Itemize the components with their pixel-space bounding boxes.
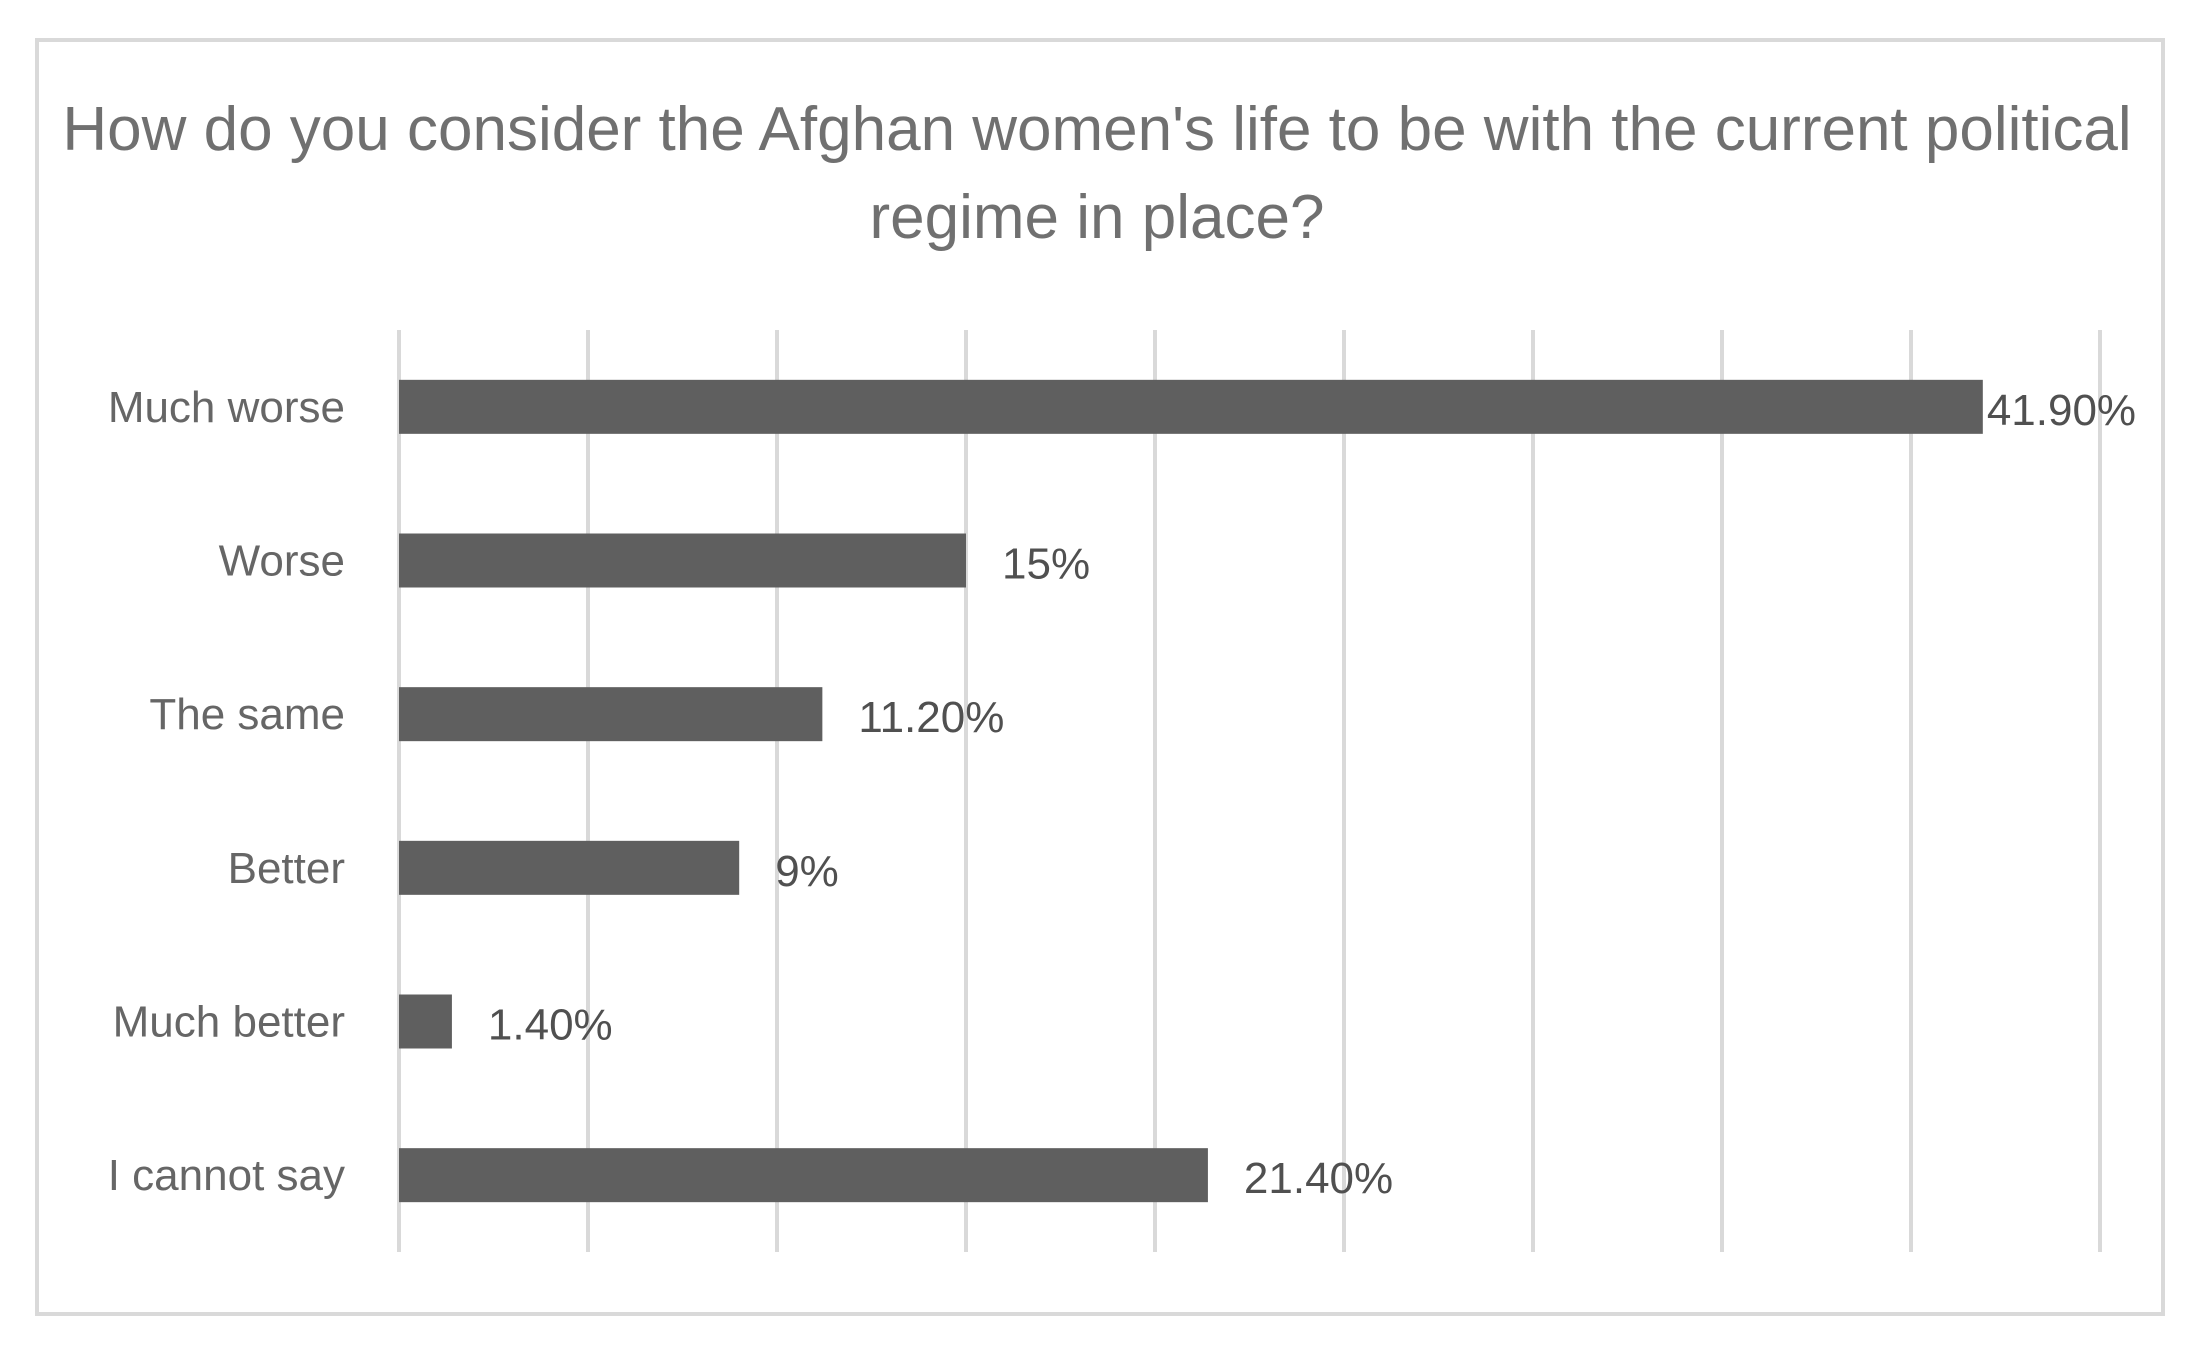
category-label: The same: [149, 690, 345, 739]
bar: [399, 994, 452, 1049]
gridlines: [397, 330, 2102, 1252]
bar: [399, 533, 966, 588]
category-label: Much better: [113, 998, 345, 1047]
data-label: 1.40%: [488, 1001, 613, 1050]
category-label: Worse: [219, 537, 345, 586]
category-label: Much worse: [108, 383, 345, 432]
bar: [399, 379, 1983, 434]
chart-frame: [35, 38, 2165, 1316]
bars: [399, 379, 1983, 1203]
data-label: 11.20%: [858, 693, 1004, 742]
bar: [399, 1148, 1208, 1203]
chart-title: How do you consider the Afghan women's l…: [62, 95, 2132, 252]
category-label: Better: [228, 844, 345, 893]
bar: [399, 687, 823, 742]
data-label: 41.90%: [1987, 386, 2136, 435]
data-label: 21.40%: [1244, 1154, 1393, 1203]
category-labels: Much worse Worse The same Better Much better…: [108, 383, 345, 1200]
data-label: 15%: [1002, 540, 1090, 589]
bar: [399, 840, 740, 895]
category-label: I cannot say: [108, 1151, 345, 1200]
data-label: 9%: [775, 847, 839, 896]
data-labels: 41.90% 15% 11.20% 9% 1.40% 21.40%: [488, 386, 2136, 1203]
